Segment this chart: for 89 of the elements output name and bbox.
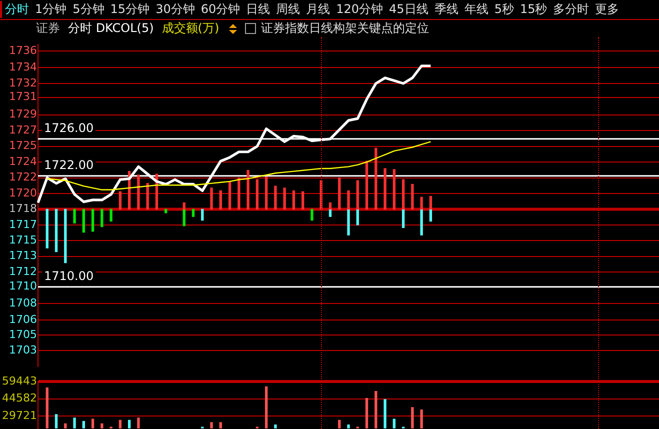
y-tick-label: 1708 bbox=[9, 296, 37, 310]
y-tick-label: 1706 bbox=[9, 313, 37, 326]
bar bbox=[100, 208, 104, 228]
bar bbox=[118, 191, 122, 210]
bar bbox=[292, 190, 296, 210]
text: 120分钟 bbox=[335, 1, 384, 18]
bar bbox=[137, 174, 140, 210]
text: 周线 bbox=[275, 1, 302, 18]
y-tick-label: 1718 bbox=[9, 202, 37, 216]
y-tick-label: 1710 bbox=[9, 280, 37, 293]
bar bbox=[73, 208, 76, 224]
text: 分时 bbox=[0, 1, 32, 18]
bar bbox=[283, 188, 286, 210]
text: 60分钟 bbox=[200, 1, 242, 18]
text: 成交额(万) bbox=[162, 20, 220, 37]
bar bbox=[420, 196, 423, 210]
bar bbox=[384, 168, 386, 210]
y-tick-label: 1727 bbox=[9, 123, 37, 136]
text: 5秒 bbox=[493, 1, 515, 18]
bar bbox=[274, 186, 277, 210]
bar bbox=[82, 208, 85, 233]
text: 月线 bbox=[305, 1, 332, 18]
y-tick-label: 1736 bbox=[9, 44, 37, 57]
ref-line-label: 1726.00 bbox=[44, 121, 94, 136]
bar bbox=[46, 208, 48, 248]
bar bbox=[228, 181, 232, 210]
text: 45日线 bbox=[388, 1, 430, 18]
text: 30分钟 bbox=[154, 1, 196, 18]
bar bbox=[365, 160, 368, 210]
text: 15分钟 bbox=[109, 1, 151, 18]
bar bbox=[429, 196, 432, 210]
y-tick-label: 1725 bbox=[9, 139, 37, 152]
y-tick-label: 1713 bbox=[9, 249, 37, 262]
y-tick-label: 59443 bbox=[2, 374, 37, 388]
ref-line-label: 1722.00 bbox=[44, 158, 94, 172]
y-tick-label: 1724 bbox=[9, 154, 37, 168]
bar bbox=[347, 208, 350, 236]
bar bbox=[238, 177, 240, 210]
text: 15秒 bbox=[518, 1, 548, 18]
bar bbox=[256, 179, 259, 210]
text: 更多 bbox=[594, 1, 620, 18]
bar bbox=[310, 208, 314, 221]
bar bbox=[302, 191, 304, 210]
y-tick-label: 1720 bbox=[9, 186, 37, 200]
y-tick-label: 1703 bbox=[9, 344, 37, 357]
text: 多分时 bbox=[552, 1, 590, 18]
bar bbox=[64, 208, 67, 264]
chart-title: 证券指数日线构架关键点的定位 bbox=[261, 20, 430, 37]
bar bbox=[110, 208, 112, 222]
ref-line-label: 1710.00 bbox=[44, 269, 94, 283]
text: 日线 bbox=[245, 1, 272, 18]
bar bbox=[328, 202, 332, 210]
bar bbox=[182, 208, 186, 226]
y-tick-label: 29721 bbox=[2, 408, 37, 422]
bar bbox=[402, 208, 405, 228]
bar bbox=[192, 208, 195, 217]
bar bbox=[374, 148, 378, 210]
y-tick-label: 1729 bbox=[9, 108, 37, 121]
y-tick-label: 1705 bbox=[9, 328, 37, 341]
bar bbox=[54, 208, 58, 252]
bar bbox=[219, 190, 222, 210]
text: 证券 bbox=[36, 20, 60, 37]
bar bbox=[392, 169, 396, 210]
y-tick-label: 1715 bbox=[9, 234, 37, 246]
bar bbox=[402, 179, 405, 210]
bar bbox=[338, 177, 341, 210]
y-tick-label: 1731 bbox=[9, 90, 37, 104]
text: 季线 bbox=[433, 1, 460, 18]
bar bbox=[411, 184, 414, 210]
text: 分时 DKCOL(5) bbox=[68, 20, 154, 37]
bar bbox=[91, 208, 94, 232]
bar bbox=[201, 208, 204, 221]
bar bbox=[264, 176, 268, 210]
bar bbox=[356, 180, 359, 210]
bar bbox=[246, 170, 250, 210]
y-tick-label: 1717 bbox=[9, 218, 37, 231]
bar bbox=[146, 182, 149, 210]
bar bbox=[210, 188, 213, 210]
bar bbox=[420, 208, 423, 236]
text: 5分钟 bbox=[72, 1, 106, 18]
y-tick-label: 1712 bbox=[9, 264, 37, 278]
y-tick-label: 1722 bbox=[9, 170, 37, 184]
text: 年线 bbox=[463, 1, 490, 18]
y-tick-label: 44582 bbox=[2, 392, 37, 405]
y-tick-label: 1732 bbox=[9, 76, 37, 90]
bar bbox=[182, 202, 186, 210]
text: 1分钟 bbox=[34, 1, 68, 18]
bar bbox=[347, 190, 350, 210]
y-tick-label: 1734 bbox=[9, 60, 37, 74]
